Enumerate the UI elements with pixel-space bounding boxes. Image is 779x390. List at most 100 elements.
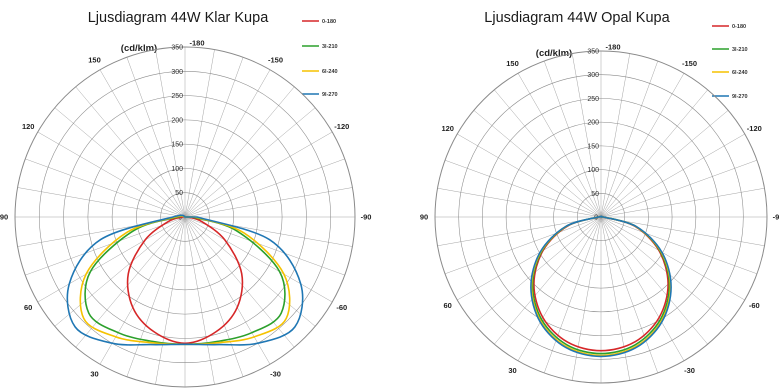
- r-tick-label: 100: [171, 166, 183, 173]
- series-curve-9l-270: [66, 214, 304, 346]
- radial-gridline: [600, 216, 659, 374]
- angle-label: 150: [506, 59, 519, 68]
- radial-gridline: [184, 158, 345, 218]
- radial-gridline: [75, 216, 186, 348]
- radial-gridline: [494, 216, 602, 345]
- chart-title: Ljusdiagram 44W Opal Kupa: [484, 10, 670, 26]
- radial-gridline: [75, 86, 186, 218]
- angle-label: -120: [334, 122, 349, 131]
- radial-gridline: [600, 133, 745, 218]
- radial-gridline: [444, 159, 602, 218]
- r-tick-label: 150: [171, 142, 183, 149]
- radial-gridline: [184, 216, 316, 327]
- radial-gridline: [473, 216, 602, 324]
- angle-label: 120: [441, 124, 454, 133]
- radial-gridline: [184, 216, 244, 377]
- radial-gridline: [600, 73, 685, 218]
- radial-gridline: [184, 216, 215, 385]
- ring-gridline: [529, 145, 673, 289]
- angle-label: 120: [22, 122, 35, 131]
- angle-label: -30: [684, 366, 695, 375]
- angle-label: -150: [682, 59, 697, 68]
- angle-label: -180: [605, 43, 620, 52]
- ring-gridline: [39, 71, 331, 363]
- radial-gridline: [517, 216, 602, 361]
- radial-gridline: [600, 216, 729, 324]
- legend-label: 0-180: [322, 19, 336, 25]
- angle-label: -60: [749, 301, 760, 310]
- ring-gridline: [111, 143, 259, 291]
- radial-gridline: [184, 131, 333, 218]
- radial-gridline: [25, 158, 186, 218]
- angle-label: -120: [747, 124, 762, 133]
- polar-grid: [434, 50, 768, 384]
- radial-gridline: [494, 89, 602, 218]
- r-tick-label: 250: [587, 96, 599, 103]
- radial-gridline: [437, 187, 602, 218]
- ring-gridline: [458, 74, 744, 360]
- radial-gridline: [437, 216, 602, 247]
- angle-label: -150: [268, 56, 283, 65]
- r-tick-label: 300: [171, 69, 183, 76]
- legend: 0-180 3l-210 6l-240 9l-270: [712, 24, 748, 100]
- radial-gridline: [600, 216, 765, 247]
- series-curve-9l-270: [530, 215, 672, 358]
- radial-gridline: [37, 131, 186, 218]
- radial-gridline: [184, 187, 353, 218]
- radial-gridline: [457, 133, 602, 218]
- radial-gridline: [571, 53, 602, 218]
- angle-label: -180: [189, 39, 204, 48]
- series-curve-0-180: [126, 215, 244, 345]
- ring-gridline: [577, 193, 625, 241]
- angle-label: -90: [361, 213, 372, 222]
- radial-gridline: [600, 216, 758, 275]
- angle-label: 60: [444, 301, 452, 310]
- polar-grid: [14, 46, 356, 388]
- radial-gridline: [54, 107, 186, 218]
- angle-label: 150: [88, 56, 101, 65]
- radial-gridline: [600, 53, 631, 218]
- r-tick-label: 350: [587, 49, 599, 56]
- radial-gridline: [184, 216, 333, 303]
- r-tick-label: 200: [171, 117, 183, 124]
- radial-gridline: [444, 216, 602, 275]
- legend-label: 9l-270: [322, 92, 338, 98]
- polar-chart-opal: Ljusdiagram 44W Opal Kupa (cd/klm) 0-180…: [420, 10, 779, 384]
- radial-gridline: [184, 69, 271, 218]
- legend-label: 9l-270: [732, 94, 748, 100]
- radial-gridline: [600, 159, 758, 218]
- radial-gridline: [126, 216, 186, 377]
- radial-gridline: [457, 216, 602, 301]
- legend-label: 3l-210: [732, 47, 748, 53]
- radial-gridline: [600, 216, 685, 361]
- radial-gridline: [17, 187, 186, 218]
- legend-label: 6l-240: [732, 70, 748, 76]
- legend-label: 3l-210: [322, 44, 338, 50]
- radial-gridline: [184, 216, 345, 276]
- radial-gridline: [155, 216, 186, 385]
- unit-label: (cd/klm): [121, 43, 157, 54]
- radial-gridline: [184, 216, 271, 365]
- radial-gridline: [184, 86, 295, 218]
- r-tick-label: 50: [175, 190, 183, 197]
- ring-gridline: [434, 50, 768, 384]
- r-tick-label: 200: [587, 120, 599, 127]
- angle-label: -30: [270, 369, 281, 378]
- legend-label: 0-180: [732, 24, 746, 30]
- radial-gridline: [600, 110, 729, 218]
- radial-gridline: [126, 57, 186, 218]
- angle-label: 30: [90, 369, 98, 378]
- radial-gridline: [600, 187, 765, 218]
- r-tick-label: 50: [591, 191, 599, 198]
- radial-gridline: [184, 216, 295, 348]
- legend: 0-180 3l-210 6l-240 9l-270: [302, 19, 338, 98]
- ring-gridline: [160, 192, 210, 242]
- radial-gridline: [600, 89, 708, 218]
- radial-gridline: [184, 57, 244, 218]
- ring-gridline: [505, 121, 697, 313]
- radial-gridline: [600, 216, 745, 301]
- angle-label: 90: [420, 213, 428, 222]
- r-tick-label: 300: [587, 72, 599, 79]
- ring-gridline: [14, 46, 356, 388]
